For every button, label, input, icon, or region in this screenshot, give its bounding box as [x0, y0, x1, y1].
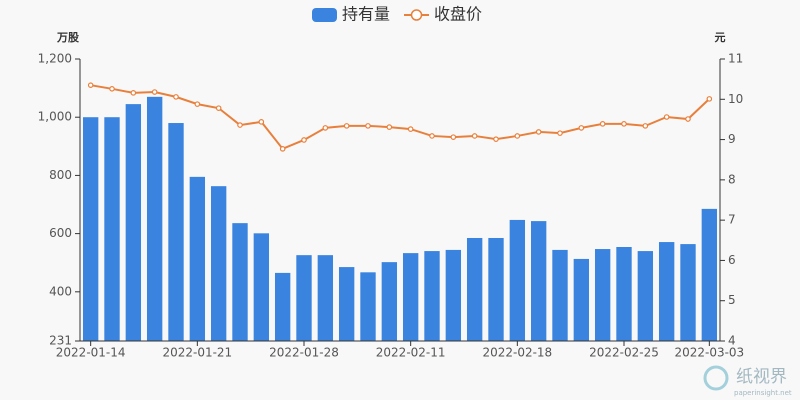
- line-point: [258, 119, 265, 125]
- bar: [402, 253, 419, 341]
- line-point: [493, 136, 499, 142]
- bar: [360, 272, 376, 341]
- line-point: [365, 123, 371, 129]
- line-point: [557, 130, 563, 136]
- bar: [530, 221, 547, 341]
- bar: [146, 96, 163, 341]
- line-point: [663, 114, 670, 120]
- legend-swatch: [312, 8, 337, 22]
- y-tick-label: 400: [49, 284, 72, 298]
- bar: [125, 104, 142, 341]
- y2-tick-label: 6: [728, 253, 736, 267]
- y2-tick-label: 10: [728, 92, 743, 106]
- bar: [381, 262, 398, 341]
- bar: [253, 233, 270, 341]
- line-point: [599, 121, 606, 127]
- x-tick-label: 2022-01-14: [56, 346, 126, 360]
- bar: [637, 251, 654, 341]
- line-point: [685, 116, 691, 122]
- line-point: [578, 125, 585, 131]
- legend-label: 持有量: [342, 5, 390, 24]
- bar: [424, 251, 440, 341]
- y-tick-label: 231: [49, 334, 72, 348]
- bar: [594, 249, 611, 341]
- y-axis-label: 万股: [56, 31, 80, 44]
- line-point: [471, 133, 478, 139]
- bar: [552, 249, 568, 341]
- bar: [168, 123, 184, 341]
- legend-label: 收盘价: [434, 5, 482, 24]
- y2-tick-label: 11: [728, 52, 743, 66]
- bar: [658, 242, 675, 341]
- line: [90, 84, 711, 151]
- line-point: [151, 89, 158, 95]
- y2-tick-label: 9: [728, 132, 736, 146]
- line-point: [130, 90, 137, 96]
- bar: [232, 223, 248, 341]
- line-point: [514, 133, 521, 139]
- bar: [616, 247, 632, 341]
- legend-swatch-point: [410, 9, 423, 21]
- legend: 持有量 收盘价: [312, 5, 482, 24]
- x-tick-label: 2022-02-25: [589, 346, 659, 360]
- line-point: [279, 146, 286, 152]
- y2-tick-label: 5: [728, 293, 736, 307]
- line-point: [173, 94, 179, 100]
- bar: [509, 219, 526, 341]
- x-tick-label: 2022-01-28: [269, 346, 339, 360]
- bar: [488, 237, 504, 341]
- watermark-brand: 纸视界: [736, 367, 787, 387]
- watermark-logo: [703, 365, 729, 391]
- bar: [466, 237, 483, 341]
- line-point: [343, 123, 350, 129]
- y-tick-label: 1,200: [38, 52, 72, 66]
- line-point: [706, 96, 713, 102]
- y2-axis-label: 元: [715, 31, 726, 44]
- line-point: [322, 125, 329, 131]
- x-tick-label: 2022-03-03: [674, 346, 744, 360]
- line-point: [386, 124, 393, 130]
- y-tick-label: 1,000: [38, 110, 72, 124]
- bar: [296, 255, 312, 341]
- watermark-site: paperinsight.net: [734, 389, 792, 397]
- bar: [445, 249, 462, 341]
- line-point: [109, 86, 115, 92]
- bar: [701, 208, 718, 341]
- line-point: [215, 105, 222, 111]
- bar: [274, 272, 291, 341]
- line-point: [87, 82, 94, 88]
- x-tick-label: 2022-02-11: [376, 346, 446, 360]
- line-point: [642, 123, 649, 129]
- bar: [680, 244, 696, 341]
- bar: [338, 267, 355, 341]
- line-point: [237, 122, 243, 128]
- line-point: [535, 129, 542, 135]
- bar: [189, 176, 206, 341]
- x-tick-label: 2022-02-18: [482, 346, 552, 360]
- y2-tick-label: 8: [728, 172, 736, 186]
- bar: [104, 117, 120, 341]
- line-point: [621, 121, 627, 127]
- line-point: [301, 137, 307, 143]
- y2-tick-label: 4: [728, 334, 736, 348]
- y-tick-label: 600: [49, 226, 72, 240]
- bar: [82, 117, 99, 341]
- line-point: [450, 134, 457, 140]
- line-point: [429, 133, 435, 139]
- x-tick-label: 2022-01-21: [162, 346, 232, 360]
- y2-tick-label: 7: [728, 213, 736, 227]
- bar: [573, 258, 590, 341]
- bar: [210, 186, 227, 341]
- line-point: [407, 126, 414, 132]
- bar: [317, 255, 334, 341]
- y-tick-label: 800: [49, 168, 72, 182]
- watermark: 纸视界 paperinsight.net: [703, 365, 792, 397]
- line-point: [194, 101, 201, 107]
